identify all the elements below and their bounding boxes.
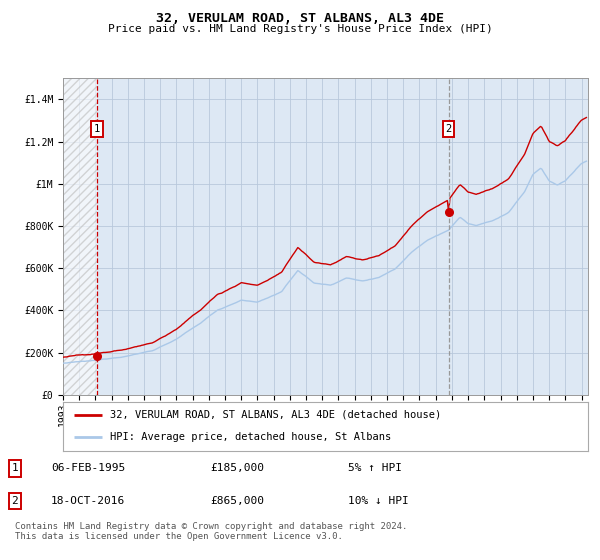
Text: 2: 2 (11, 496, 19, 506)
Text: 32, VERULAM ROAD, ST ALBANS, AL3 4DE: 32, VERULAM ROAD, ST ALBANS, AL3 4DE (156, 12, 444, 25)
Text: 1: 1 (11, 464, 19, 473)
Text: £865,000: £865,000 (210, 496, 264, 506)
Text: 32, VERULAM ROAD, ST ALBANS, AL3 4DE (detached house): 32, VERULAM ROAD, ST ALBANS, AL3 4DE (de… (110, 410, 442, 420)
Text: Price paid vs. HM Land Registry's House Price Index (HPI): Price paid vs. HM Land Registry's House … (107, 24, 493, 34)
Text: 2: 2 (446, 124, 452, 134)
Text: 5% ↑ HPI: 5% ↑ HPI (348, 464, 402, 473)
Bar (63, 78, 97, 395)
Text: 1: 1 (94, 124, 100, 134)
Text: Contains HM Land Registry data © Crown copyright and database right 2024.
This d: Contains HM Land Registry data © Crown c… (15, 522, 407, 542)
Text: 18-OCT-2016: 18-OCT-2016 (51, 496, 125, 506)
Text: 06-FEB-1995: 06-FEB-1995 (51, 464, 125, 473)
Text: £185,000: £185,000 (210, 464, 264, 473)
Text: 10% ↓ HPI: 10% ↓ HPI (348, 496, 409, 506)
Text: HPI: Average price, detached house, St Albans: HPI: Average price, detached house, St A… (110, 432, 392, 442)
